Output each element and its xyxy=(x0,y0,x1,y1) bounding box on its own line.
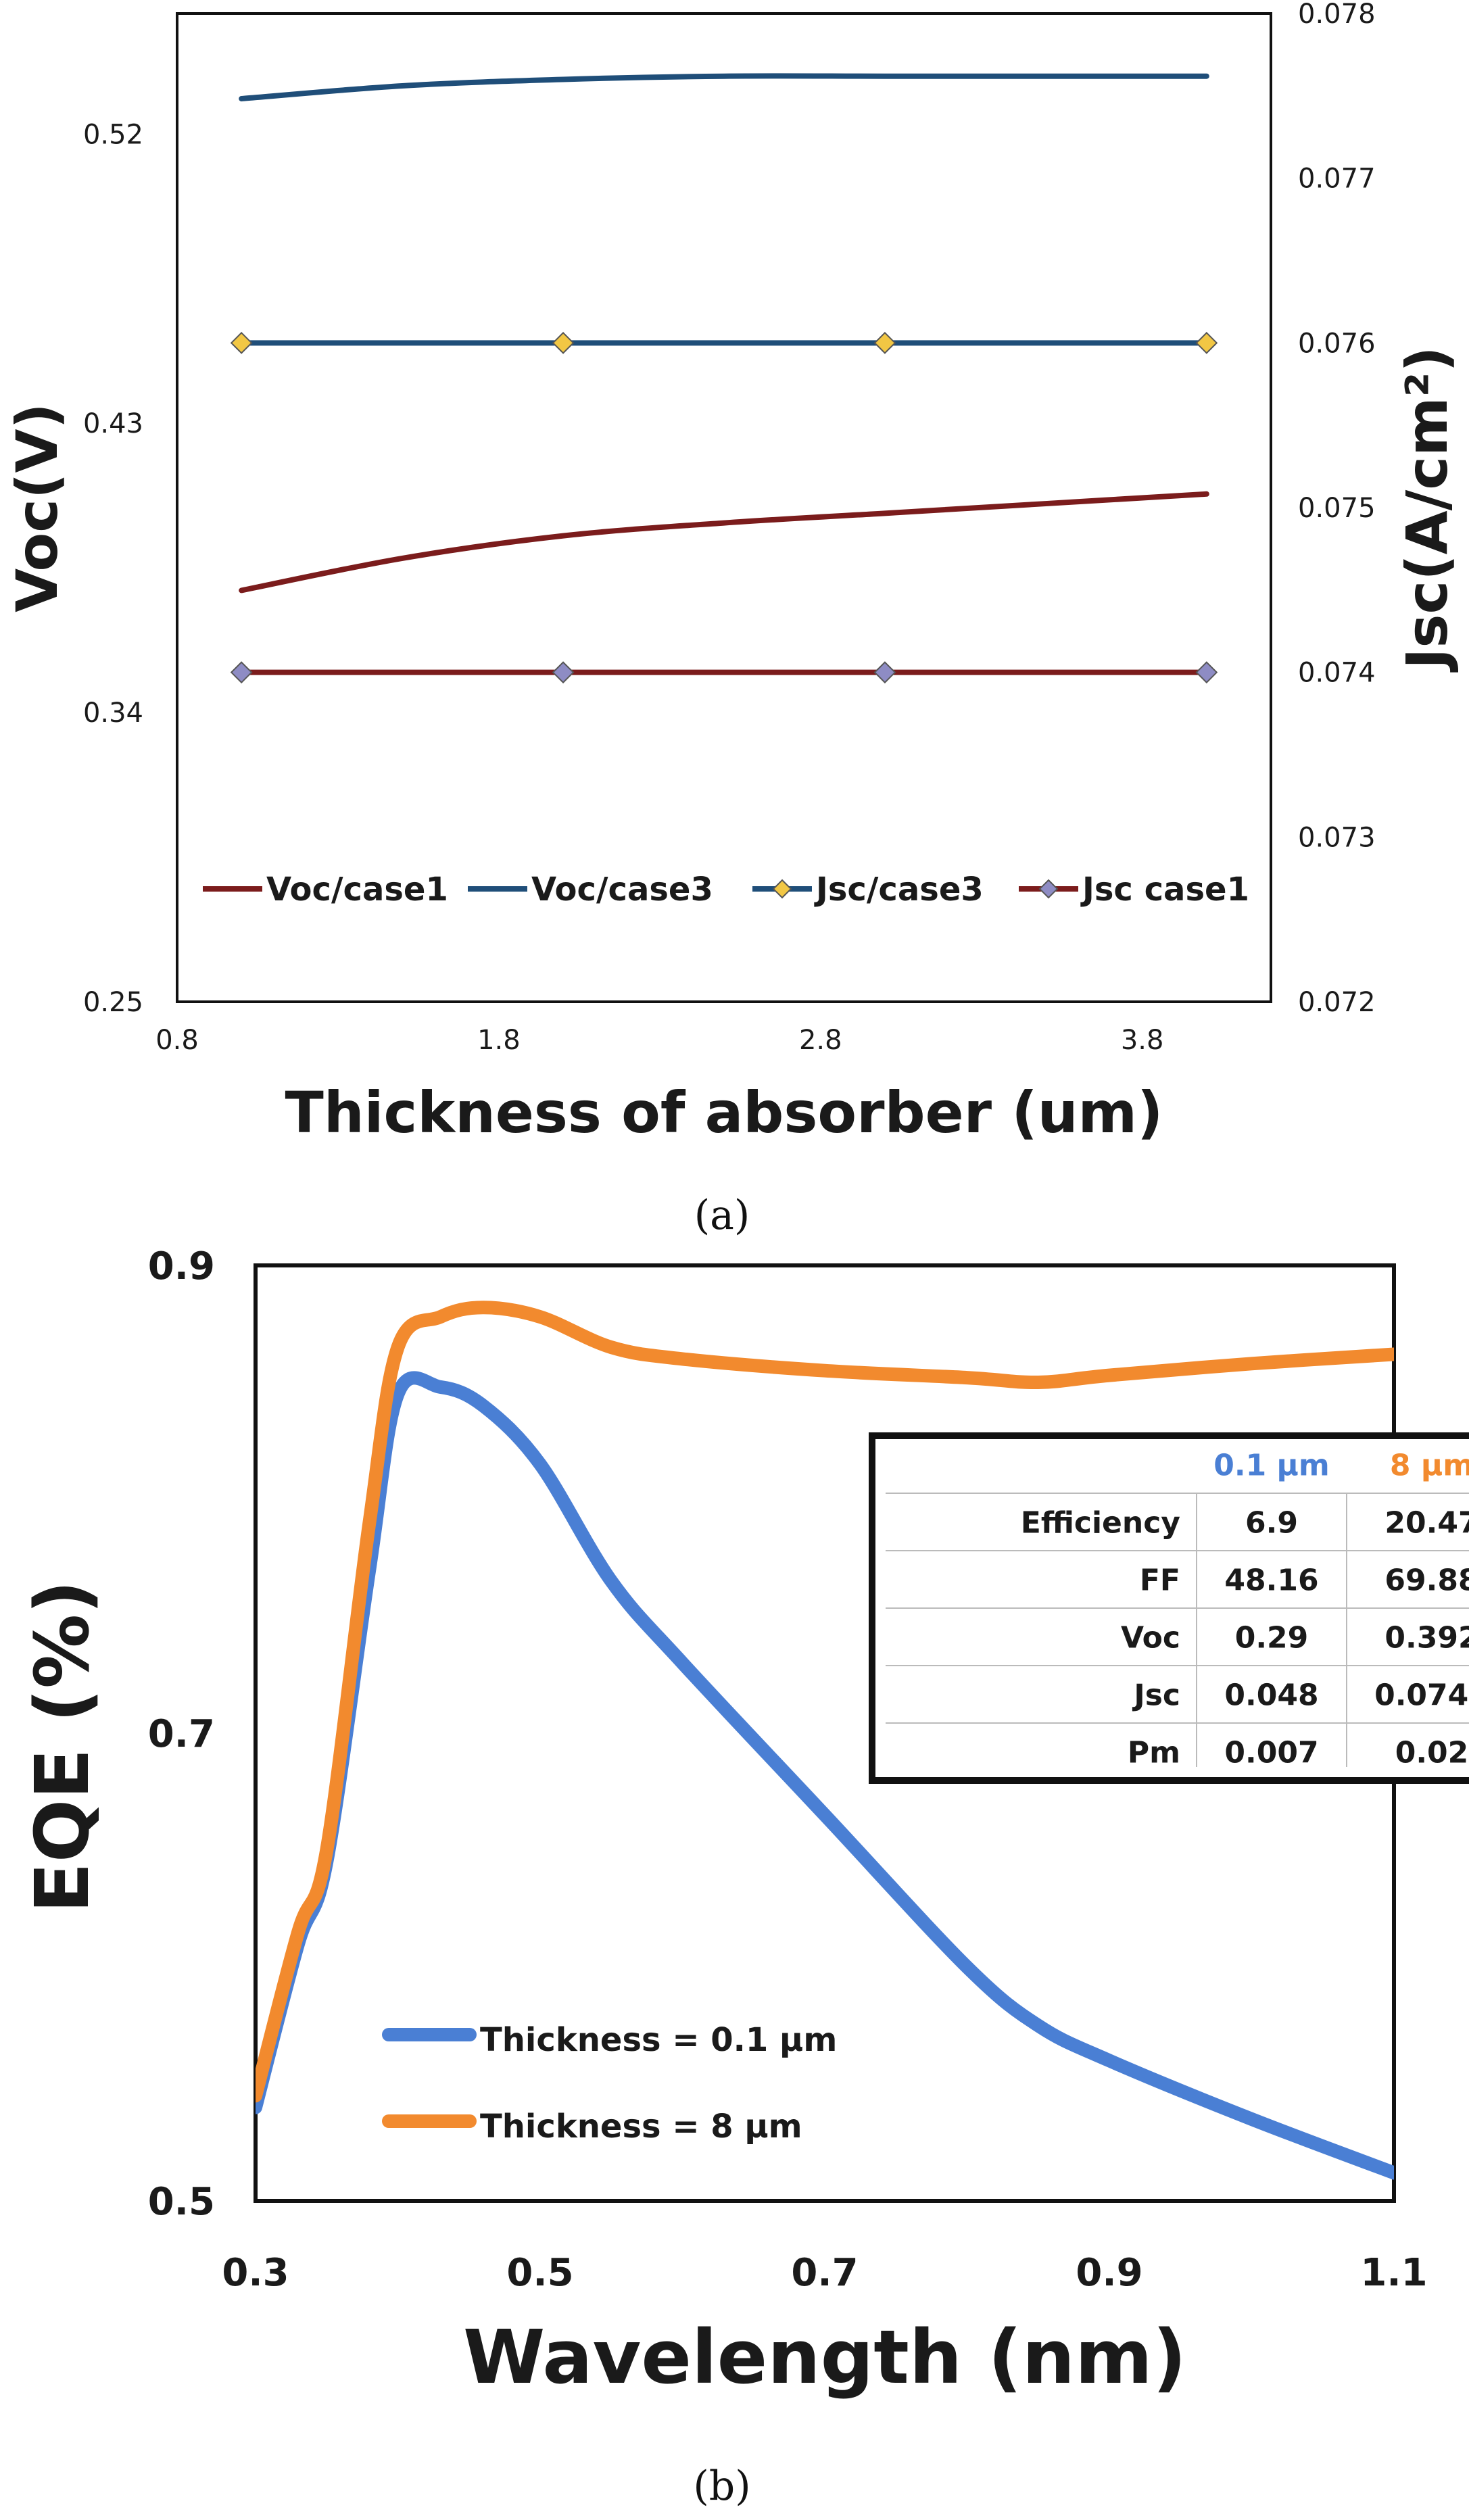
x-axis-title-b: Wavelength (nm) xyxy=(463,2314,1186,2400)
series-line-voc-case3 xyxy=(239,73,1209,101)
y-tick-label-b-1: 0.7 xyxy=(148,1712,215,1756)
x-tick-label-b-4: 1.1 xyxy=(1360,2251,1427,2295)
inset-table-cell-3-1: 0.048 xyxy=(1224,1678,1318,1713)
x-tick-label-b-0: 0.3 xyxy=(222,2251,289,2295)
legend-label-voc-case1: Voc/case1 xyxy=(266,871,448,908)
x-tick-label-b-3: 0.9 xyxy=(1076,2251,1142,2295)
x-tick-label-a-1: 1.8 xyxy=(477,1025,521,1056)
data-point-jsc-case3-0 xyxy=(230,331,253,354)
legend-marker-jsc-case1 xyxy=(1038,879,1059,899)
x-tick-label-a-0: 0.8 xyxy=(155,1025,199,1056)
inset-table-cell-2-0: Voc xyxy=(1121,1621,1180,1655)
y-right-tick-label-a-6: 0.078 xyxy=(1298,0,1376,30)
data-point-jsc-case3-1 xyxy=(552,331,575,354)
inset-table-cell-0-1: 6.9 xyxy=(1245,1506,1298,1541)
y-tick-label-b-0: 0.5 xyxy=(148,2180,215,2224)
inset-table-cell-2-2: 0.392 xyxy=(1384,1621,1469,1655)
legend-label-jsc-case1: Jsc case1 xyxy=(1080,871,1249,908)
data-point-jsc-case3-3 xyxy=(1195,331,1218,354)
y-tick-label-b-2: 0.9 xyxy=(148,1244,215,1288)
inset-table-header-2: 8 µm xyxy=(1390,1449,1469,1483)
x-tick-label-b-2: 0.7 xyxy=(791,2251,858,2295)
data-point-jsc-case1-3 xyxy=(1195,661,1218,684)
y-right-tick-label-a-1: 0.073 xyxy=(1298,822,1376,853)
data-point-jsc-case1-2 xyxy=(873,661,896,684)
y-right-tick-label-a-2: 0.074 xyxy=(1298,658,1376,689)
panel-a-chart: 0.8 1.8 2.8 3.8 0.25 0.34 0.43 0.52 0.072 0.073 0.… xyxy=(4,0,1460,1146)
y-right-tick-label-a-5: 0.077 xyxy=(1298,164,1376,195)
x-tick-label-a-2: 2.8 xyxy=(799,1025,842,1056)
caption-a: (a) xyxy=(694,1192,750,1239)
y-left-tick-label-a-3: 0.52 xyxy=(83,119,143,150)
data-point-jsc-case1-0 xyxy=(230,661,253,684)
x-tick-label-b-1: 0.5 xyxy=(506,2251,573,2295)
y-left-axis-title-a: Voc(V) xyxy=(4,403,70,612)
inset-table-cell-1-1: 48.16 xyxy=(1224,1564,1318,1598)
y-right-tick-label-a-3: 0.075 xyxy=(1298,493,1376,524)
y-right-tick-label-a-0: 0.072 xyxy=(1298,987,1376,1018)
y-left-tick-label-a-2: 0.43 xyxy=(83,408,143,439)
x-tick-label-a-3: 3.8 xyxy=(1121,1025,1164,1056)
y-axis-title-b: EQE (%) xyxy=(19,1580,105,1914)
y-right-tick-label-a-4: 0.076 xyxy=(1298,328,1376,359)
caption-b: (b) xyxy=(693,2463,750,2510)
inset-table-cell-2-1: 0.29 xyxy=(1235,1621,1309,1655)
legend-label-jsc-case3: Jsc/case3 xyxy=(814,871,984,908)
inset-table-cell-3-2: 0.0746 xyxy=(1374,1678,1469,1713)
inset-table-cell-4-2: 0.02 xyxy=(1395,1736,1469,1770)
series-line-thickness-8-m xyxy=(256,1301,1394,2103)
plot-frame-a xyxy=(176,12,1272,1003)
series-line-voc-case1 xyxy=(239,491,1209,593)
y-left-tick-label-a-1: 0.34 xyxy=(83,698,143,729)
inset-table-cell-3-0: Jsc xyxy=(1132,1678,1180,1713)
inset-table-cell-1-0: FF xyxy=(1140,1564,1180,1598)
y-left-tick-label-a-0: 0.25 xyxy=(83,987,143,1018)
legend-label-voc-case3: Voc/case3 xyxy=(531,871,713,908)
inset-table-cell-1-2: 69.88 xyxy=(1384,1564,1469,1598)
legend-marker-jsc-case3 xyxy=(772,879,792,899)
legend-label-thickness-8-m: Thickness = 8 µm xyxy=(480,2108,802,2146)
inset-table-cell-0-0: Efficiency xyxy=(1021,1506,1180,1541)
inset-table-cell-4-0: Pm xyxy=(1128,1736,1180,1770)
inset-table-header-1: 0.1 µm xyxy=(1213,1449,1330,1483)
inset-table-cell-4-1: 0.007 xyxy=(1224,1736,1318,1770)
x-axis-title-a: Thickness of absorber (um) xyxy=(285,1080,1163,1146)
inset-table-cell-0-2: 20.47 xyxy=(1384,1506,1469,1541)
y-right-axis-title-a: Jsc(A/cm²) xyxy=(1394,346,1460,673)
legend-label-thickness-0-1-m: Thickness = 0.1 µm xyxy=(480,2021,837,2059)
data-point-jsc-case1-1 xyxy=(552,661,575,684)
data-point-jsc-case3-2 xyxy=(873,331,896,354)
